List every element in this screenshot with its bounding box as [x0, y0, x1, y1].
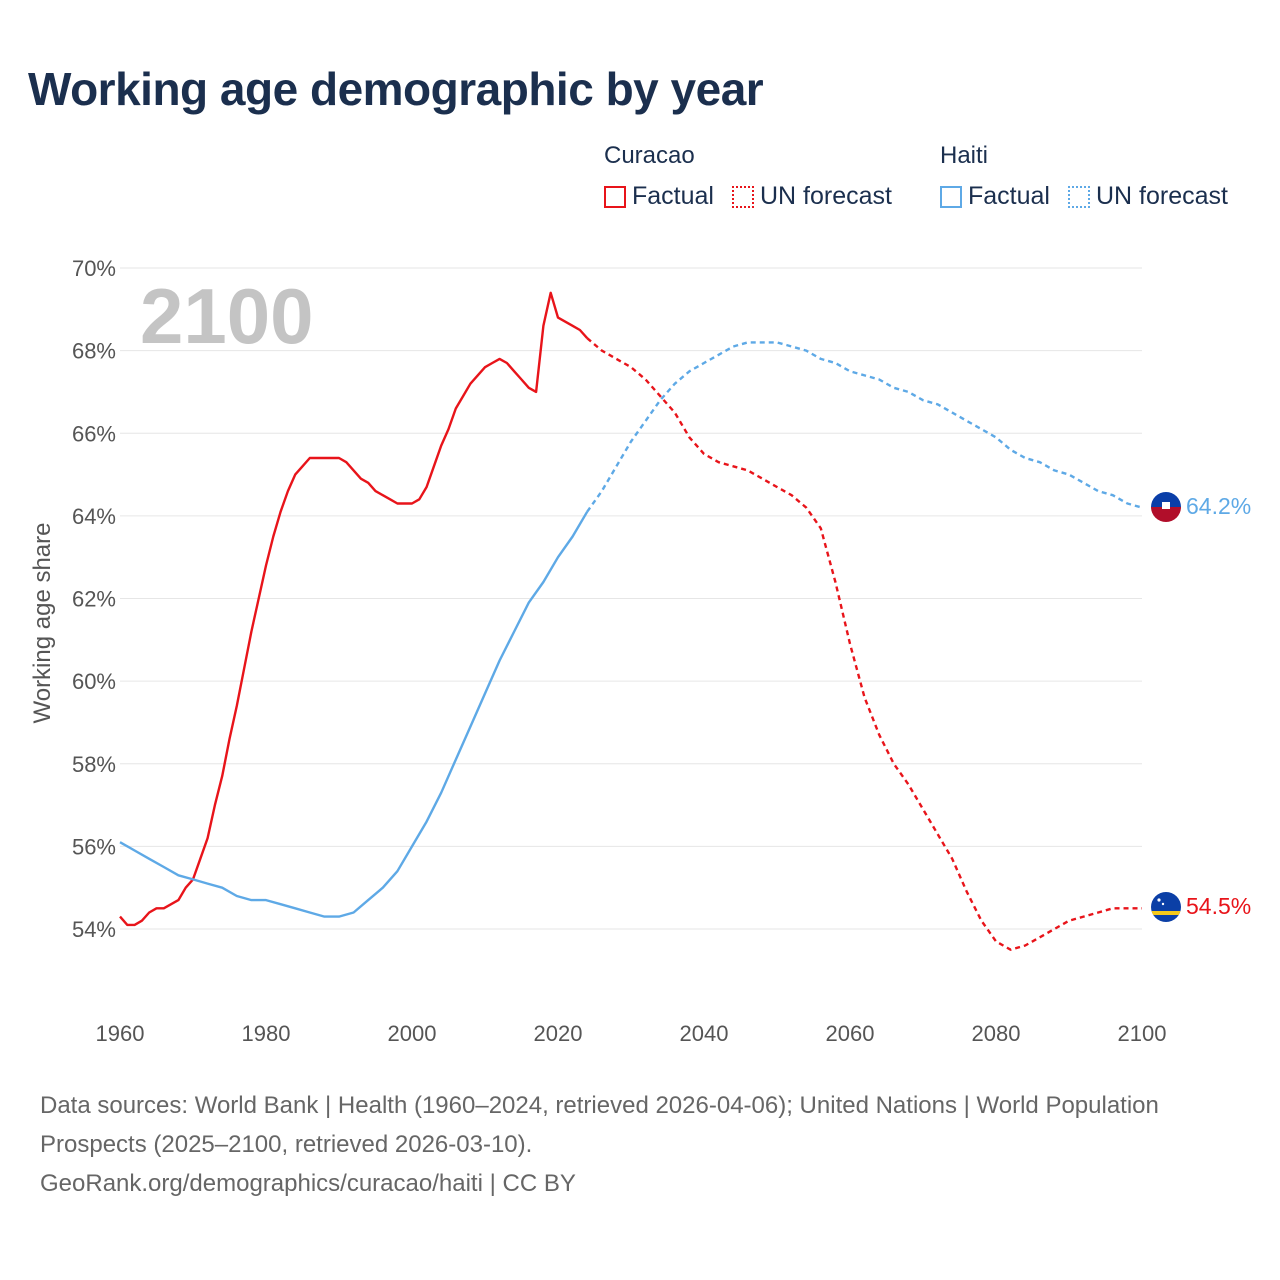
y-tick-label: 58% — [72, 752, 116, 777]
footer: Data sources: World Bank | Health (1960–… — [40, 1086, 1220, 1203]
legend-label: Factual — [968, 182, 1050, 210]
y-tick-label: 68% — [72, 339, 116, 364]
data-sources: Data sources: World Bank | Health (1960–… — [40, 1092, 1159, 1158]
series-lines — [119, 291, 1143, 951]
y-tick-label: 54% — [72, 917, 116, 942]
chart-title: Working age demographic by year — [28, 63, 764, 115]
legend-swatch-solid — [940, 185, 962, 208]
legend-swatch-dotted — [731, 185, 754, 208]
legend-group-curacao: Curacao Factual UN forecast — [604, 142, 892, 211]
legend-item-haiti-forecast[interactable]: UN forecast — [1067, 182, 1228, 211]
credit-link[interactable]: GeoRank.org/demographics/curacao/haiti |… — [40, 1170, 576, 1197]
legend-swatch-solid — [604, 185, 626, 208]
gridlines — [120, 267, 1142, 930]
series-line-curacao-factual[interactable] — [119, 291, 589, 927]
legend-group-haiti: Haiti Factual UN forecast — [940, 142, 1228, 211]
x-tick-label: 2000 — [388, 1021, 437, 1046]
legend-group-name: Haiti — [940, 142, 989, 169]
legend-label: Factual — [632, 182, 714, 210]
y-tick-label: 66% — [72, 421, 116, 446]
y-tick-label: 70% — [72, 256, 116, 281]
y-axis: 54% 56% 58% 60% 62% 64% 66% 68% 70% — [72, 256, 116, 942]
legend-label: UN forecast — [1095, 182, 1228, 210]
y-tick-label: 64% — [72, 504, 116, 529]
y-tick-label: 62% — [72, 587, 116, 612]
x-tick-label: 2080 — [972, 1021, 1021, 1046]
legend-group-name: Curacao — [604, 142, 695, 169]
series-line-haiti-forecast[interactable] — [586, 341, 1143, 513]
end-label-curacao: 54.5% — [1186, 893, 1251, 919]
legend-item-curacao-forecast[interactable]: UN forecast — [731, 182, 892, 211]
y-axis-title: Working age share — [29, 523, 56, 724]
x-tick-label: 2100 — [1118, 1021, 1167, 1046]
curacao-flag-icon — [1151, 892, 1181, 922]
x-axis: 1960 1980 2000 2020 2040 2060 2080 2100 — [96, 1021, 1167, 1046]
y-tick-label: 60% — [72, 669, 116, 694]
haiti-flag-icon — [1151, 492, 1181, 522]
x-tick-label: 1960 — [96, 1021, 145, 1046]
x-tick-label: 1980 — [242, 1021, 291, 1046]
legend-item-haiti-factual[interactable]: Factual — [940, 182, 1050, 211]
year-label: 2100 — [140, 272, 314, 360]
x-tick-label: 2060 — [826, 1021, 875, 1046]
x-tick-label: 2040 — [680, 1021, 729, 1046]
series-line-haiti-factual[interactable] — [119, 511, 589, 918]
series-line-curacao-forecast[interactable] — [586, 337, 1142, 951]
legend-item-curacao-factual[interactable]: Factual — [604, 182, 714, 211]
end-label-haiti: 64.2% — [1186, 493, 1251, 519]
y-tick-label: 56% — [72, 834, 116, 859]
x-tick-label: 2020 — [534, 1021, 583, 1046]
legend-swatch-dotted — [1067, 185, 1090, 208]
line-chart: 54% 56% 58% 60% 62% 64% 66% 68% 70% 1960 1980 2000… — [29, 256, 1251, 1046]
legend-label: UN forecast — [759, 182, 892, 210]
